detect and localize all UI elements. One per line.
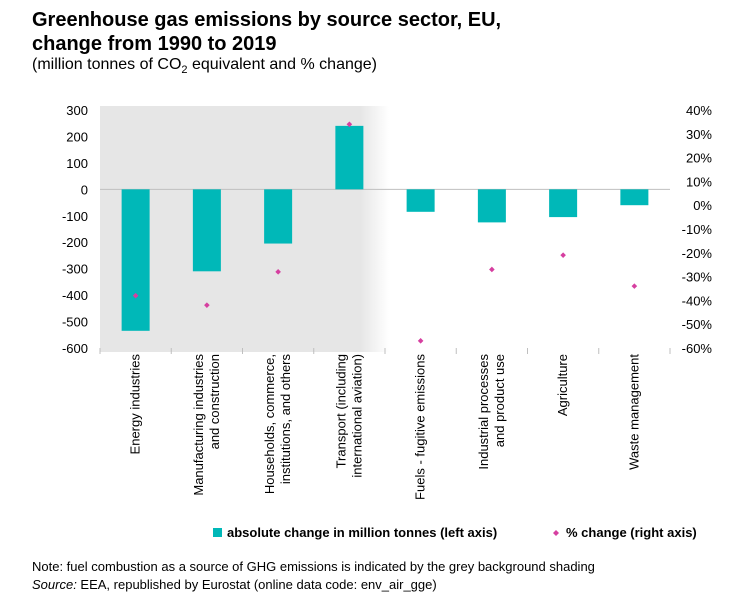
left-axis-tick-label: 200 <box>66 129 88 144</box>
subtitle-text: (million tonnes of CO <box>32 56 182 73</box>
marker-percent-change <box>346 121 353 128</box>
bar-absolute-change <box>121 189 150 331</box>
right-axis-tick-label: -50% <box>682 317 713 332</box>
left-axis-tick-label: -600 <box>62 341 88 356</box>
category-label: Waste management <box>626 354 641 470</box>
subtitle-text-end: equivalent and % change) <box>187 56 377 73</box>
marker-percent-change <box>275 269 281 275</box>
category-label: Industrial processesand product use <box>476 354 507 470</box>
source-label: Source: <box>32 577 77 592</box>
left-axis-tick-label: -300 <box>62 262 88 277</box>
marker-percent-change <box>417 338 424 344</box>
right-axis-tick-label: -40% <box>682 293 713 308</box>
bar-absolute-change <box>620 189 649 206</box>
legend-swatch-marker <box>553 530 559 536</box>
category-label: Transport (includinginternational aviati… <box>333 354 364 478</box>
bar-absolute-change <box>264 189 293 244</box>
legend-label-marker: % change (right axis) <box>566 525 697 540</box>
marker-percent-change <box>489 266 495 273</box>
marker-percent-change <box>132 292 139 299</box>
bar-absolute-change <box>406 189 435 212</box>
right-axis-tick-label: -60% <box>682 341 713 356</box>
right-axis-tick-label: -10% <box>682 222 713 237</box>
right-axis-tick-label: 30% <box>686 127 712 142</box>
left-axis-tick-label: -400 <box>62 288 88 303</box>
chart-title: Greenhouse gas emissions by source secto… <box>32 8 712 56</box>
left-axis-tick-label: 100 <box>66 156 88 171</box>
marker-percent-change <box>204 302 210 308</box>
right-axis-tick-label: -20% <box>682 246 713 261</box>
right-axis-tick-label: 20% <box>686 151 712 166</box>
footnote: Note: fuel combustion as a source of GHG… <box>32 559 595 574</box>
category-label: Energy industries <box>128 354 143 455</box>
right-axis-tick-label: 10% <box>686 174 712 189</box>
marker-percent-change <box>560 252 566 258</box>
left-axis-tick-label: -200 <box>62 235 88 250</box>
chart-title-line-2: change from 1990 to 2019 <box>32 33 277 55</box>
left-axis-tick-label: 300 <box>66 103 88 118</box>
source-line: Source: EEA, republished by Eurostat (on… <box>32 576 437 594</box>
chart-subtitle: (million tonnes of CO2 equivalent and % … <box>32 55 377 80</box>
left-axis-tick-label: -100 <box>62 209 88 224</box>
marker-percent-change <box>631 283 638 289</box>
bar-absolute-change <box>192 189 221 272</box>
category-label: Agriculture <box>555 354 570 416</box>
category-label: Households, commerce,institutions, and o… <box>262 354 293 495</box>
legend-swatch-bar <box>213 528 222 537</box>
right-axis-tick-label: 0% <box>693 198 712 213</box>
category-label: Fuels - fugitive emissions <box>413 354 428 500</box>
bar-absolute-change <box>477 189 506 223</box>
left-axis-tick-label: 0 <box>81 182 88 197</box>
chart-title-line-1: Greenhouse gas emissions by source secto… <box>32 9 502 31</box>
right-axis-tick-label: -30% <box>682 270 713 285</box>
bar-absolute-change <box>335 125 364 190</box>
right-axis-tick-label: 40% <box>686 103 712 118</box>
legend-label-bar: absolute change in million tonnes (left … <box>227 525 497 540</box>
bar-absolute-change <box>549 189 578 218</box>
left-axis-tick-label: -500 <box>62 315 88 330</box>
category-label: Manufacturing industriesand construction <box>191 354 222 496</box>
source-text: EEA, republished by Eurostat (online dat… <box>76 577 437 592</box>
subtitle-subscript: 2 <box>181 64 188 77</box>
